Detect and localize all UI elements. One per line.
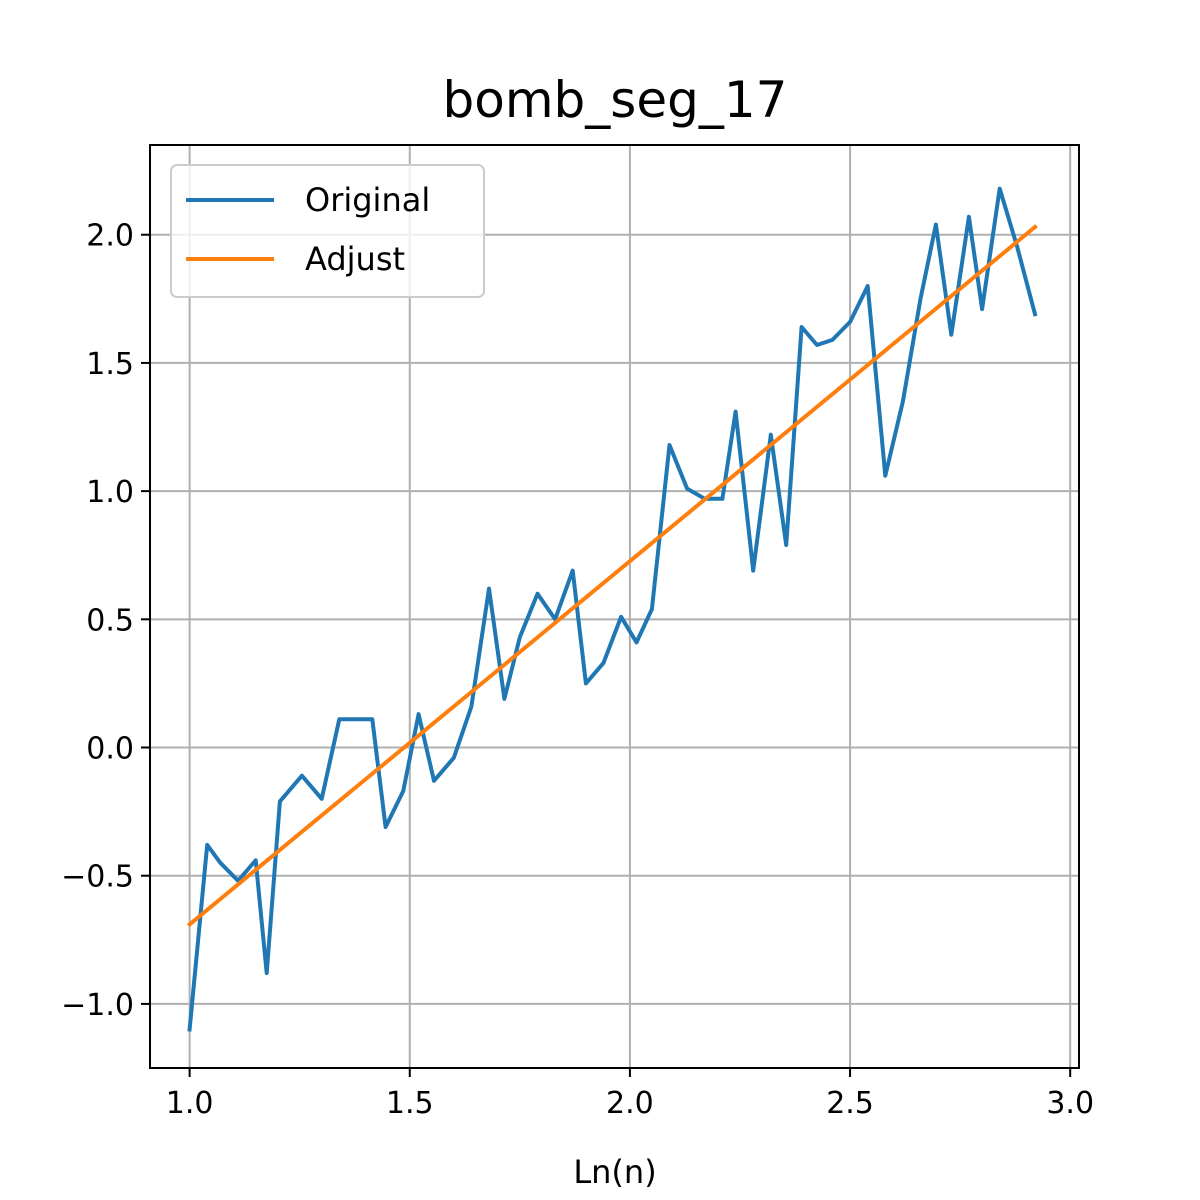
y-tick-label: 0.5: [86, 603, 134, 638]
x-tick-label: 1.0: [166, 1086, 214, 1121]
y-tick-label: 1.5: [86, 347, 134, 382]
y-tick-label: −0.5: [61, 860, 134, 895]
plot-area: [186, 186, 1038, 1032]
axes-frame: [149, 144, 1080, 1069]
y-tick-label: 2.0: [86, 219, 134, 254]
x-axis-label: Ln(n): [573, 1153, 656, 1191]
x-tick-label: 2.5: [826, 1086, 874, 1121]
legend-label-adjust: Adjust: [305, 240, 405, 278]
x-tick-label: 2.0: [606, 1086, 654, 1121]
legend-label-original: Original: [305, 181, 430, 219]
y-tick-label: 0.0: [86, 732, 134, 767]
legend: Original Adjust: [170, 164, 485, 298]
y-tick-label: −1.0: [61, 988, 134, 1023]
x-tick-label: 3.0: [1046, 1086, 1094, 1121]
y-tick-label: 1.0: [86, 475, 134, 510]
grid: [150, 145, 1079, 1068]
chart-title: bomb_seg_17: [443, 71, 788, 129]
series-line-adjust: [186, 224, 1038, 928]
series-line-original: [187, 186, 1038, 1032]
y-axis: −1.0 −0.5 0.0 0.5 1.0 1.5 2.0: [61, 219, 150, 1023]
x-tick-label: 1.5: [386, 1086, 434, 1121]
x-axis: 1.0 1.5 2.0 2.5 3.0: [166, 1068, 1094, 1121]
